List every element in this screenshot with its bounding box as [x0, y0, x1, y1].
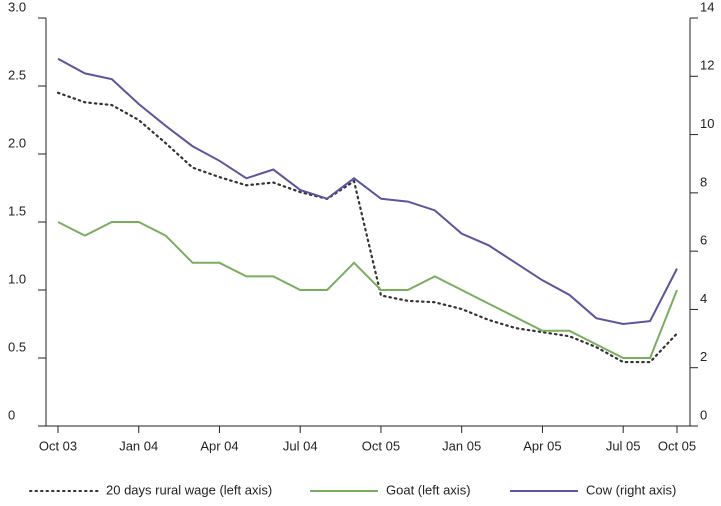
series-line — [57, 221, 678, 359]
y2-tick-label: 6 — [700, 233, 707, 248]
y2-tick-label: 12 — [700, 58, 714, 73]
y2-tick-label: 2 — [700, 349, 707, 364]
y2-tick-label: 14 — [700, 0, 714, 14]
y-tick-label: 3.0 — [8, 0, 26, 14]
series-line — [57, 57, 678, 326]
y2-tick-label: 10 — [700, 116, 714, 131]
x-tick-label: Apr 04 — [200, 438, 238, 453]
legend-label: Goat (left axis) — [386, 482, 471, 497]
y-tick-label: 2.5 — [8, 67, 26, 82]
x-tick-label: Oct 03 — [39, 438, 77, 453]
x-tick-label: Jan 04 — [119, 438, 158, 453]
series-line — [56, 91, 679, 364]
x-tick-label: Jul 05 — [606, 438, 641, 453]
y2-tick-label: 8 — [700, 174, 707, 189]
legend-label: 20 days rural wage (left axis) — [106, 482, 272, 497]
y-tick-label: 0 — [8, 407, 15, 422]
y2-tick-label: 0 — [700, 407, 707, 422]
y-tick-label: 1.0 — [8, 271, 26, 286]
x-tick-label: Oct 05 — [362, 438, 400, 453]
x-tick-label: Jan 05 — [442, 438, 481, 453]
legend-label: Cow (right axis) — [586, 482, 676, 497]
y-tick-label: 1.5 — [8, 203, 26, 218]
y2-tick-label: 4 — [700, 291, 707, 306]
y-tick-label: 2.0 — [8, 135, 26, 150]
x-tick-label: Apr 05 — [523, 438, 561, 453]
x-tick-label: Oct 05 — [658, 438, 696, 453]
x-tick-label: Jul 04 — [283, 438, 318, 453]
y-tick-label: 0.5 — [8, 339, 26, 354]
